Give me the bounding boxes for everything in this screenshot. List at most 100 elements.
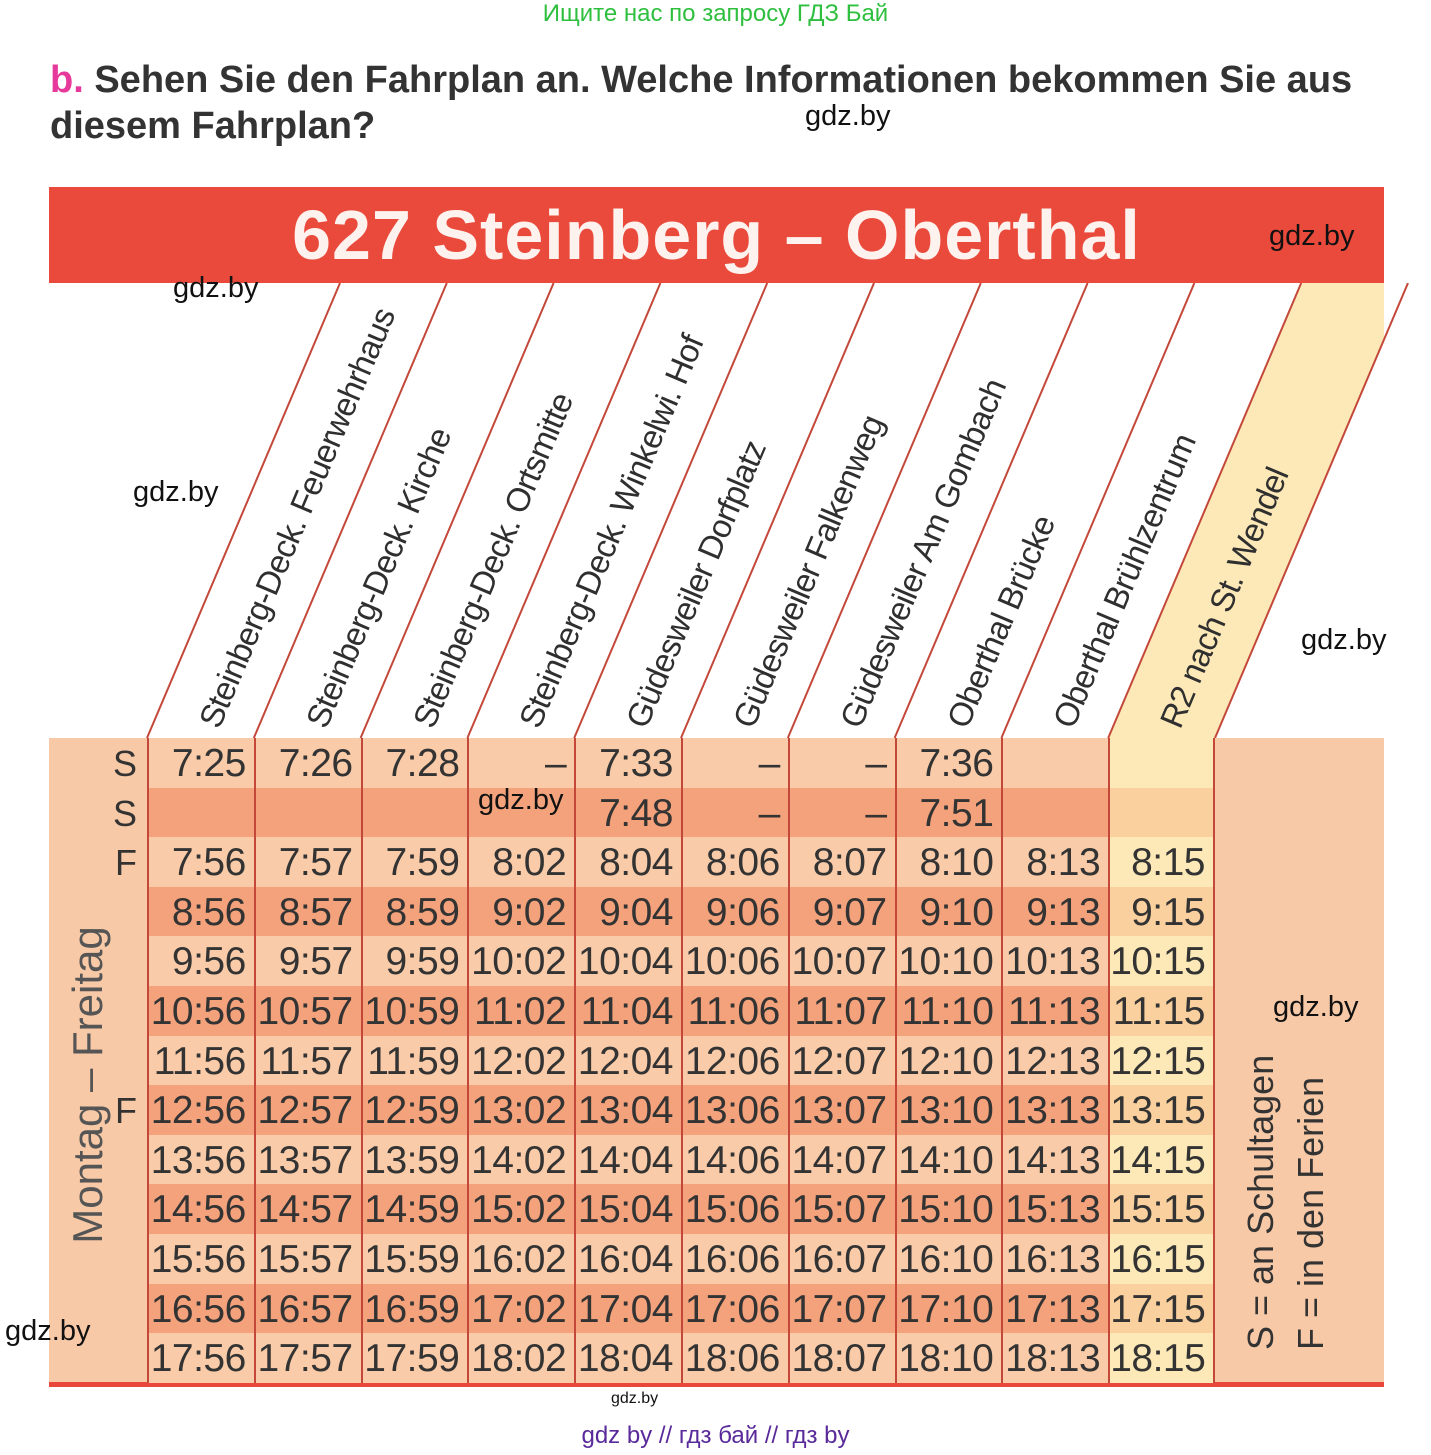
header-divider [466,283,662,738]
time-cell: 7:48 [574,787,681,838]
task-heading: b. Sehen Sie den Fahrplan an. Welche Inf… [50,57,1400,149]
header-divider [1214,283,1409,738]
time-cell: 7:25 [147,738,254,788]
time-cell: 16:13 [1001,1234,1109,1284]
time-cell: 11:04 [574,986,681,1036]
time-cell: 14:59 [360,1184,468,1234]
time-cell: 11:59 [360,1035,468,1086]
time-cell: 14:07 [787,1134,895,1185]
time-cell: 16:56 [147,1283,254,1334]
task-text: Sehen Sie den Fahrplan an. Welche Inform… [50,59,1353,147]
time-cell: 10:04 [574,936,681,986]
time-cell: 14:15 [1108,1134,1215,1185]
time-cell [253,787,361,838]
time-cell: 15:10 [894,1184,1002,1234]
time-cell: 17:06 [681,1283,788,1334]
time-cell: 16:04 [574,1234,681,1284]
time-cell: 13:10 [894,1085,1002,1135]
time-cell: 8:10 [894,837,1002,887]
time-cell: 13:02 [467,1085,575,1135]
time-cell: 9:02 [467,886,575,937]
time-cell: 10:10 [894,936,1002,986]
time-cell: 11:57 [253,1035,361,1086]
watermark: gdz.by [133,476,219,508]
watermark: gdz.by [478,784,564,816]
time-cell: 14:04 [574,1134,681,1185]
time-cell: 7:26 [253,738,361,788]
title-bar [49,187,1384,283]
time-cell: 17:13 [1001,1283,1109,1334]
time-cell: 13:07 [787,1085,895,1135]
watermark: gdz.by [1301,624,1387,656]
time-cell: 15:02 [467,1184,575,1234]
legend-f: F = in den Ferien [1290,1076,1331,1350]
header-divider [786,283,982,738]
bottom-rule [49,1382,1384,1387]
header-divider [252,283,448,738]
time-cell: 10:06 [681,936,788,986]
time-cell: 15:06 [681,1184,788,1234]
time-cell: 17:04 [574,1283,681,1334]
time-cell: 10:57 [253,986,361,1036]
time-cell: 16:57 [253,1283,361,1334]
time-cell: 17:15 [1108,1283,1215,1334]
time-cell: 10:56 [147,986,254,1036]
time-cell: 12:56 [147,1085,254,1135]
time-cell: 12:02 [467,1035,575,1086]
time-cell: 12:06 [681,1035,788,1086]
time-cell: 11:02 [467,986,575,1036]
time-cell: 18:15 [1108,1333,1215,1383]
time-cell: 16:07 [787,1234,895,1284]
time-cell: 18:07 [787,1333,895,1383]
time-cell [467,787,575,838]
time-cell: 15:15 [1108,1184,1215,1234]
watermark: gdz.by [5,1315,91,1347]
time-cell: 10:13 [1001,936,1109,986]
time-cell: 9:15 [1108,886,1215,937]
time-cell: 7:33 [574,738,681,788]
time-cell: 12:15 [1108,1035,1215,1086]
time-cell: 15:59 [360,1234,468,1284]
time-cell: 13:56 [147,1134,254,1185]
time-cell: 8:06 [681,837,788,887]
time-cell: 14:10 [894,1134,1002,1185]
time-cell: 15:57 [253,1234,361,1284]
watermark: gdz.by [1273,991,1359,1023]
time-cell: 17:59 [360,1333,468,1383]
row-marker: S [112,743,137,784]
time-cell [1001,787,1109,838]
time-cell: 12:13 [1001,1035,1109,1086]
time-cell: 17:10 [894,1283,1002,1334]
time-cell: 18:02 [467,1333,575,1383]
time-cell: 7:56 [147,837,254,887]
row-marker: F [115,842,137,884]
time-cell: 8:15 [1108,837,1215,887]
header-divider [1000,283,1196,738]
time-cell: 18:06 [681,1333,788,1383]
time-cell: 11:15 [1108,986,1215,1036]
row-marker: F [115,1090,137,1132]
time-cell: 11:56 [147,1035,254,1086]
time-cell: 8:57 [253,886,361,937]
time-cell: 11:06 [681,986,788,1036]
time-cell: 11:07 [787,986,895,1036]
time-cell: 8:59 [360,886,468,937]
footer-links: gdz by // гдз бай // гдз by [581,1422,850,1449]
time-cell: 13:13 [1001,1085,1109,1135]
time-cell: 8:02 [467,837,575,887]
time-cell: 10:07 [787,936,895,986]
time-cell: 14:56 [147,1184,254,1234]
time-cell: – [787,738,895,788]
time-cell: 13:57 [253,1134,361,1185]
time-cell: 13:15 [1108,1085,1215,1135]
time-cell: 13:59 [360,1134,468,1185]
time-cell: 9:04 [574,886,681,937]
task-letter: b. [50,59,84,101]
time-cell: 16:06 [681,1234,788,1284]
time-cell: 11:13 [1001,986,1109,1036]
time-cell: 9:06 [681,886,788,937]
time-cell: 7:59 [360,837,468,887]
time-cell: 8:07 [787,837,895,887]
header-divider [573,283,769,738]
time-cell: 10:02 [467,936,575,986]
